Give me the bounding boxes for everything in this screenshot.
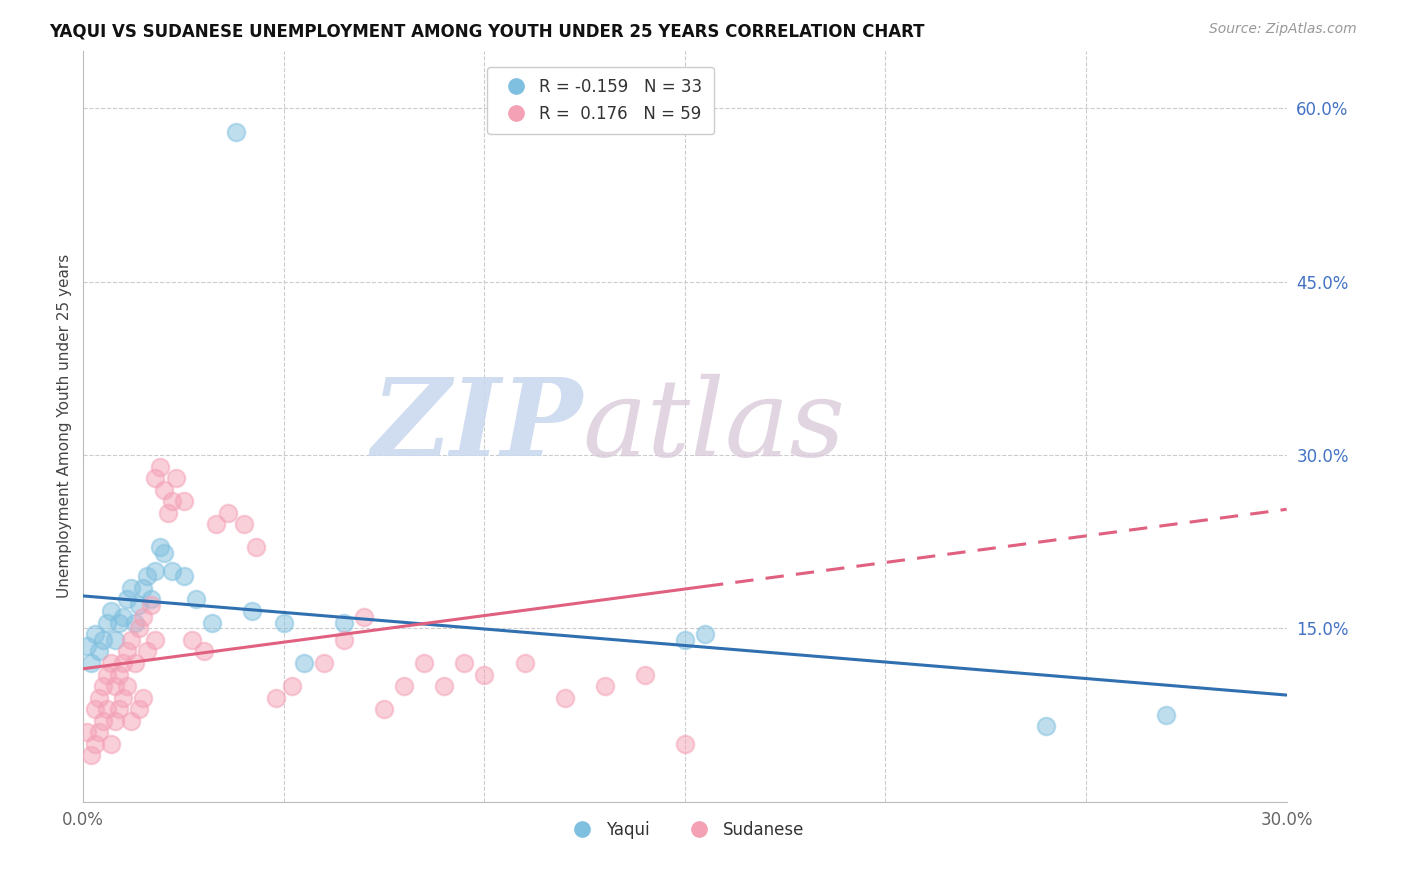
Point [240,604,263,618]
Point [120,581,142,595]
Point [145,471,167,485]
Point [433,679,456,693]
Point [120,714,142,728]
Point [634,667,657,681]
Point [245,541,267,555]
Point [152,546,174,560]
Point [104,679,127,693]
Point [201,615,224,630]
Point [353,609,375,624]
Point [145,564,167,578]
Point [76,725,98,739]
Point [136,569,159,583]
Point [673,632,696,647]
Point [108,702,131,716]
Point [117,592,139,607]
Point [593,679,616,693]
Point [84,702,107,716]
Point [124,615,146,630]
Point [333,632,356,647]
Point [173,494,195,508]
Point [80,748,103,763]
Point [84,627,107,641]
Point [152,483,174,497]
Point [84,737,107,751]
Point [141,598,163,612]
Point [292,656,315,670]
Point [93,632,115,647]
Point [100,656,122,670]
Point [89,644,111,658]
Point [112,609,135,624]
Point [392,679,415,693]
Point [204,517,226,532]
Point [104,632,127,647]
Point [554,690,576,705]
Point [132,690,155,705]
Point [117,644,139,658]
Point [273,615,295,630]
Point [373,702,395,716]
Point [80,656,103,670]
Point [474,667,496,681]
Point [89,725,111,739]
Point [193,644,215,658]
Point [160,564,183,578]
Legend: Yaqui, Sudanese: Yaqui, Sudanese [560,814,811,846]
Point [173,569,195,583]
Point [136,644,159,658]
Point [180,632,202,647]
Point [333,615,356,630]
Text: atlas: atlas [582,374,845,479]
Point [673,737,696,751]
Point [217,506,239,520]
Point [89,690,111,705]
Point [128,598,150,612]
Point [93,679,115,693]
Point [693,627,716,641]
Point [413,656,436,670]
Text: YAQUI VS SUDANESE UNEMPLOYMENT AMONG YOUTH UNDER 25 YEARS CORRELATION CHART: YAQUI VS SUDANESE UNEMPLOYMENT AMONG YOU… [49,22,925,40]
Point [104,714,127,728]
Point [96,667,118,681]
Point [128,621,150,635]
Point [124,656,146,670]
Y-axis label: Unemployment Among Youth under 25 years: Unemployment Among Youth under 25 years [58,254,72,599]
Point [93,714,115,728]
Point [453,656,475,670]
Point [96,615,118,630]
Point [117,679,139,693]
Point [156,506,179,520]
Point [312,656,335,670]
Point [148,541,170,555]
Point [264,690,287,705]
Text: ZIP: ZIP [371,373,582,479]
Point [96,702,118,716]
Point [160,494,183,508]
Point [281,679,304,693]
Point [1154,707,1177,722]
Point [184,592,207,607]
Point [108,615,131,630]
Point [148,459,170,474]
Point [165,471,187,485]
Point [1035,719,1057,733]
Point [145,632,167,647]
Point [232,517,254,532]
Point [108,667,131,681]
Text: Source: ZipAtlas.com: Source: ZipAtlas.com [1209,22,1357,37]
Point [112,690,135,705]
Point [120,632,142,647]
Point [100,604,122,618]
Point [132,609,155,624]
Point [513,656,536,670]
Point [225,124,247,138]
Point [132,581,155,595]
Point [128,702,150,716]
Point [100,737,122,751]
Point [112,656,135,670]
Point [141,592,163,607]
Point [76,639,98,653]
